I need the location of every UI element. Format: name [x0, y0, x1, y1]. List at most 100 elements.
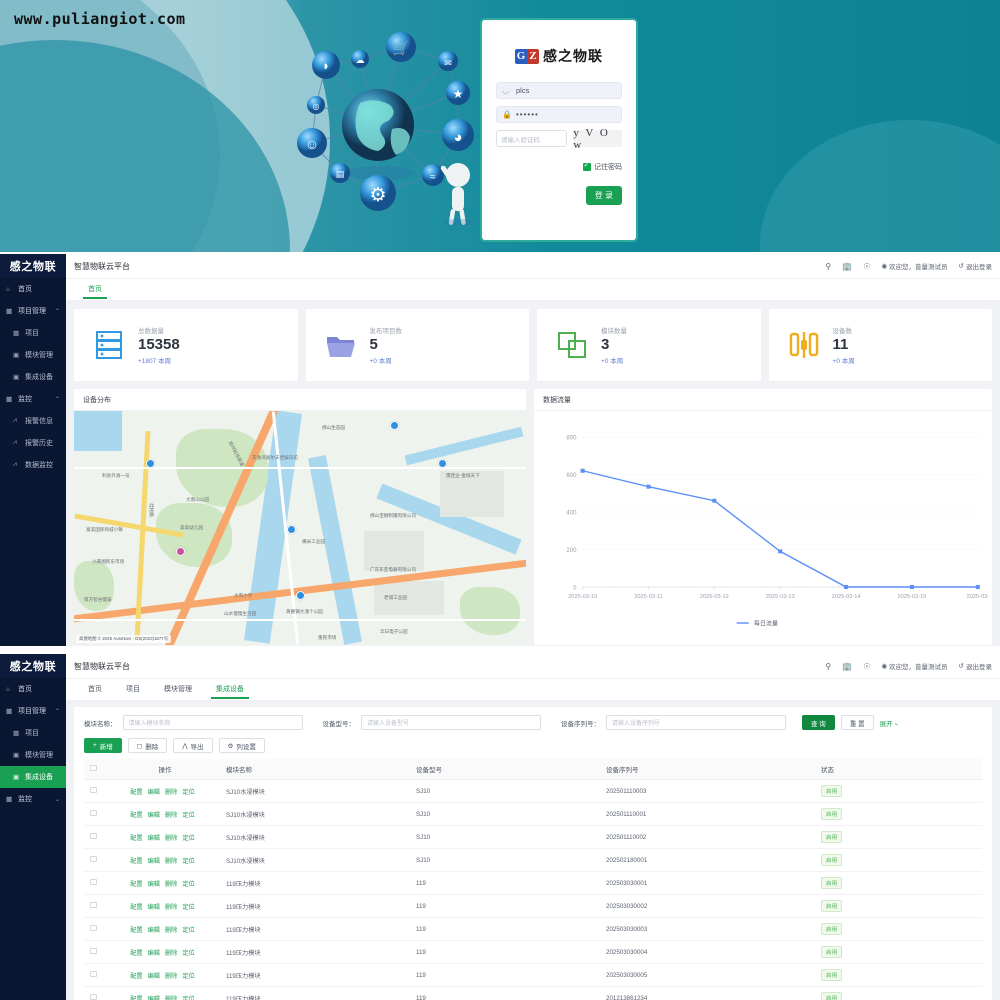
row-checkbox[interactable] [90, 970, 97, 978]
action-删除[interactable]: 删除 [165, 995, 178, 1000]
action-编辑[interactable]: 编辑 [147, 811, 160, 819]
action-删除[interactable]: 删除 [165, 949, 178, 957]
password-field[interactable]: 🔒 •••••• [496, 106, 622, 123]
action-定位[interactable]: 定位 [182, 926, 195, 934]
reset-button[interactable]: 重 置 [840, 715, 874, 730]
building-icon[interactable]: 🏢 [842, 661, 853, 671]
table-row[interactable]: 配置 编辑 删除 定位 SJ10水浸模块 SJ10 202501110002 启用 [84, 825, 982, 849]
row-checkbox[interactable] [90, 855, 97, 863]
filter-input-module-name[interactable]: 请输入模块名称 [122, 715, 303, 730]
action-定位[interactable]: 定位 [182, 903, 195, 911]
action-编辑[interactable]: 编辑 [147, 880, 160, 888]
action-删除[interactable]: 删除 [165, 972, 178, 980]
action-配置[interactable]: 配置 [130, 949, 143, 957]
table-row[interactable]: 配置 编辑 删除 定位 119压力模块 119 202503030003 启用 [84, 917, 982, 941]
action-定位[interactable]: 定位 [182, 995, 195, 1000]
action-删除[interactable]: 删除 [165, 811, 178, 819]
row-checkbox[interactable] [90, 786, 97, 794]
welcome-text[interactable]: ◉ 欢迎您，普量测试员 [881, 661, 947, 671]
remember-password-row[interactable]: 记住密码 [496, 161, 622, 172]
map-pin-device[interactable] [146, 459, 155, 468]
row-checkbox[interactable] [90, 993, 97, 1000]
table-row[interactable]: 配置 编辑 删除 定位 SJ10水浸模块 SJ10 202501110001 启用 [84, 802, 982, 826]
sidebar-item-7[interactable]: ⩘ 报警历史 [0, 432, 66, 454]
tab-home[interactable]: 首页 [76, 279, 114, 301]
captcha-image[interactable]: y V O w [573, 127, 622, 151]
map-pin-device[interactable] [176, 547, 185, 556]
action-定位[interactable]: 定位 [182, 811, 195, 819]
tab-1[interactable]: 项目 [126, 685, 140, 693]
username-field[interactable]: ◡ plcs [496, 82, 622, 99]
action-删除[interactable]: 删除 [165, 788, 178, 796]
sidebar-item-0[interactable]: ⌂ 首页 [0, 678, 66, 700]
sidebar-item-2[interactable]: ▩ 项目 [0, 322, 66, 344]
action-配置[interactable]: 配置 [130, 995, 143, 1000]
action-配置[interactable]: 配置 [130, 880, 143, 888]
sidebar-item-4[interactable]: ▣ 集成设备 [0, 766, 66, 788]
action-编辑[interactable]: 编辑 [147, 857, 160, 865]
filter-input-model[interactable]: 请输入设备型号 [361, 715, 541, 730]
map-pin-device[interactable] [438, 459, 447, 468]
expand-filters-link[interactable]: 展开 ⌄ [880, 718, 899, 728]
sidebar-item-8[interactable]: ⩘ 数据监控 [0, 454, 66, 476]
action-定位[interactable]: 定位 [182, 834, 195, 842]
action-编辑[interactable]: 编辑 [147, 834, 160, 842]
row-checkbox[interactable] [90, 832, 97, 840]
table-row[interactable]: 配置 编辑 删除 定位 119压力模块 119 202503030004 启用 [84, 940, 982, 964]
action-编辑[interactable]: 编辑 [147, 926, 160, 934]
sidebar-item-1[interactable]: ▩ 项目管理 ⌃ [0, 300, 66, 322]
table-row[interactable]: 配置 编辑 删除 定位 119压力模块 119 202503030005 启用 [84, 963, 982, 987]
table-row[interactable]: 配置 编辑 删除 定位 119压力模块 119 202503030001 启用 [84, 871, 982, 895]
captcha-input[interactable]: 请输入验证码 [496, 130, 568, 147]
tab-3[interactable]: 集成设备 [204, 679, 256, 701]
action-定位[interactable]: 定位 [182, 949, 195, 957]
sidebar-item-6[interactable]: ⩘ 报警信息 [0, 410, 66, 432]
action-删除[interactable]: 删除 [165, 926, 178, 934]
action-编辑[interactable]: 编辑 [147, 995, 160, 1000]
action-删除[interactable]: 删除 [165, 903, 178, 911]
building-icon[interactable]: 🏢 [842, 261, 853, 271]
map-pin-device[interactable] [296, 591, 305, 600]
data-flow-chart[interactable]: 0 200 400 600 800 2025-03-10 2025-03-11 2025-03… [534, 411, 992, 645]
action-编辑[interactable]: 编辑 [147, 949, 160, 957]
action-配置[interactable]: 配置 [130, 788, 143, 796]
table-row[interactable]: 配置 编辑 删除 定位 119压力模块 119 202503030002 启用 [84, 894, 982, 918]
action-定位[interactable]: 定位 [182, 972, 195, 980]
bell-icon[interactable]: ☉ [863, 661, 871, 671]
action-删除[interactable]: 删除 [165, 880, 178, 888]
sidebar-item-4[interactable]: ▣ 集成设备 [0, 366, 66, 388]
tab-0[interactable]: 首页 [88, 685, 102, 693]
action-定位[interactable]: 定位 [182, 788, 195, 796]
search-icon[interactable]: ⚲ [825, 661, 832, 671]
action-定位[interactable]: 定位 [182, 857, 195, 865]
row-checkbox[interactable] [90, 809, 97, 817]
action-配置[interactable]: 配置 [130, 972, 143, 980]
sidebar-item-3[interactable]: ▣ 模块管理 [0, 344, 66, 366]
row-checkbox[interactable] [90, 901, 97, 909]
action-删除[interactable]: 删除 [165, 834, 178, 842]
search-icon[interactable]: ⚲ [825, 261, 832, 271]
tab-2[interactable]: 模块管理 [164, 685, 192, 693]
remember-checkbox[interactable] [583, 161, 591, 171]
action-编辑[interactable]: 编辑 [147, 788, 160, 796]
search-button[interactable]: 查 询 [802, 715, 835, 730]
action-配置[interactable]: 配置 [130, 903, 143, 911]
sidebar-item-5[interactable]: ▩ 监控 ⌃ [0, 388, 66, 410]
column-settings-button[interactable]: ⚙ 列设置 [218, 738, 265, 753]
sidebar-item-0[interactable]: ⌂ 首页 [0, 278, 66, 300]
map-pin-device[interactable] [390, 421, 399, 430]
welcome-text[interactable]: ◉ 欢迎您，普量测试员 [881, 261, 947, 271]
sidebar-item-1[interactable]: ▩ 项目管理 ⌃ [0, 700, 66, 722]
device-map[interactable]: 利泉外滩一号 东逸湾富尔夫佳娱乐馆 佛山生态园 儒佳企·金域天下 大南山公园 小… [74, 411, 526, 645]
export-button[interactable]: ⋀ 导出 [173, 738, 213, 753]
table-row[interactable]: 配置 编辑 删除 定位 SJ10水浸模块 SJ10 202502180001 启用 [84, 848, 982, 872]
action-编辑[interactable]: 编辑 [147, 903, 160, 911]
add-button[interactable]: + 新增 [84, 738, 122, 753]
action-删除[interactable]: 删除 [165, 857, 178, 865]
logout-button[interactable]: ↺ 退出登录 [959, 661, 992, 671]
bell-icon[interactable]: ☉ [863, 261, 871, 271]
action-配置[interactable]: 配置 [130, 811, 143, 819]
action-编辑[interactable]: 编辑 [147, 972, 160, 980]
row-checkbox[interactable] [90, 947, 97, 955]
action-定位[interactable]: 定位 [182, 880, 195, 888]
